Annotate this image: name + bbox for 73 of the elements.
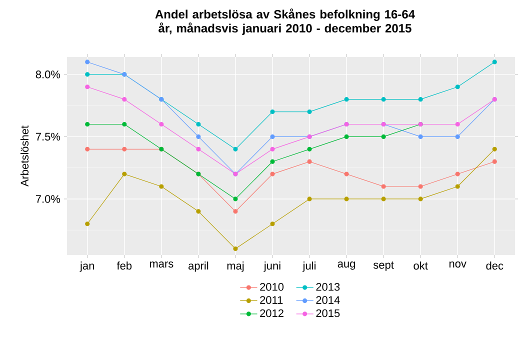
point (455, 134, 460, 139)
x-tick-label: feb (116, 262, 132, 270)
point (270, 134, 275, 139)
point (122, 146, 127, 152)
x-tick-label: okt (414, 262, 428, 270)
point (196, 209, 201, 214)
x-tick-label: dec (486, 262, 504, 270)
point (270, 146, 275, 152)
point (196, 122, 201, 127)
point (307, 146, 312, 152)
point (270, 172, 275, 176)
point (159, 184, 164, 189)
point (307, 109, 312, 114)
point (381, 196, 386, 202)
point (344, 172, 349, 176)
point (233, 146, 238, 152)
point (344, 134, 349, 139)
point (270, 109, 275, 114)
legend-label: 2011 (260, 296, 283, 304)
point (159, 122, 164, 127)
point (381, 97, 386, 102)
point (418, 97, 423, 102)
point (196, 134, 201, 139)
legend-label: 2010 (260, 282, 284, 291)
chart-title: Andel arbetslösa av Skånes befolkning 16-64 år, månadsvis januari 2010 - december 2015 (155, 8, 415, 35)
legend-label: 2014 (316, 296, 340, 304)
point (85, 146, 90, 152)
x-tick-label: maj (227, 262, 244, 272)
legend-label: 2012 (260, 309, 284, 318)
x-tick-label: juli (302, 262, 316, 272)
x-tick-label: juni (264, 262, 280, 272)
legend-label: 2013 (316, 282, 340, 291)
point (418, 196, 423, 202)
point (344, 196, 349, 202)
point (122, 122, 127, 127)
x-tick-label: sept (373, 262, 394, 271)
point (455, 84, 460, 90)
x-tick-label: aug (338, 262, 356, 270)
point (418, 134, 423, 139)
y-tick-label: 7.0% (36, 195, 60, 203)
point (492, 146, 497, 152)
point (270, 222, 275, 226)
point (492, 159, 497, 164)
point (418, 184, 423, 189)
point (233, 246, 238, 252)
y-axis-title: Arbetslöshet (20, 126, 29, 187)
y-tick-label: 7.5% (36, 132, 60, 141)
point (85, 72, 90, 77)
point (270, 159, 275, 164)
point (85, 60, 90, 64)
x-tick-label: april (188, 262, 208, 272)
point (85, 84, 90, 90)
point (455, 122, 460, 127)
point (122, 172, 127, 176)
point (196, 146, 201, 152)
point (381, 184, 386, 189)
point (85, 122, 90, 127)
point (85, 222, 90, 226)
point (307, 159, 312, 164)
y-tick-label: 8.0% (36, 70, 60, 78)
point (122, 97, 127, 102)
x-tick-label: jan (80, 262, 94, 272)
point (492, 60, 497, 64)
point (344, 97, 349, 102)
point (307, 196, 312, 202)
x-tick-label: mars (150, 262, 174, 268)
legend-label: 2015 (316, 309, 340, 318)
point (455, 172, 460, 176)
x-tick-label: nov (449, 262, 466, 268)
point (381, 134, 386, 139)
point (233, 196, 238, 202)
point (233, 209, 238, 214)
point (455, 184, 460, 189)
